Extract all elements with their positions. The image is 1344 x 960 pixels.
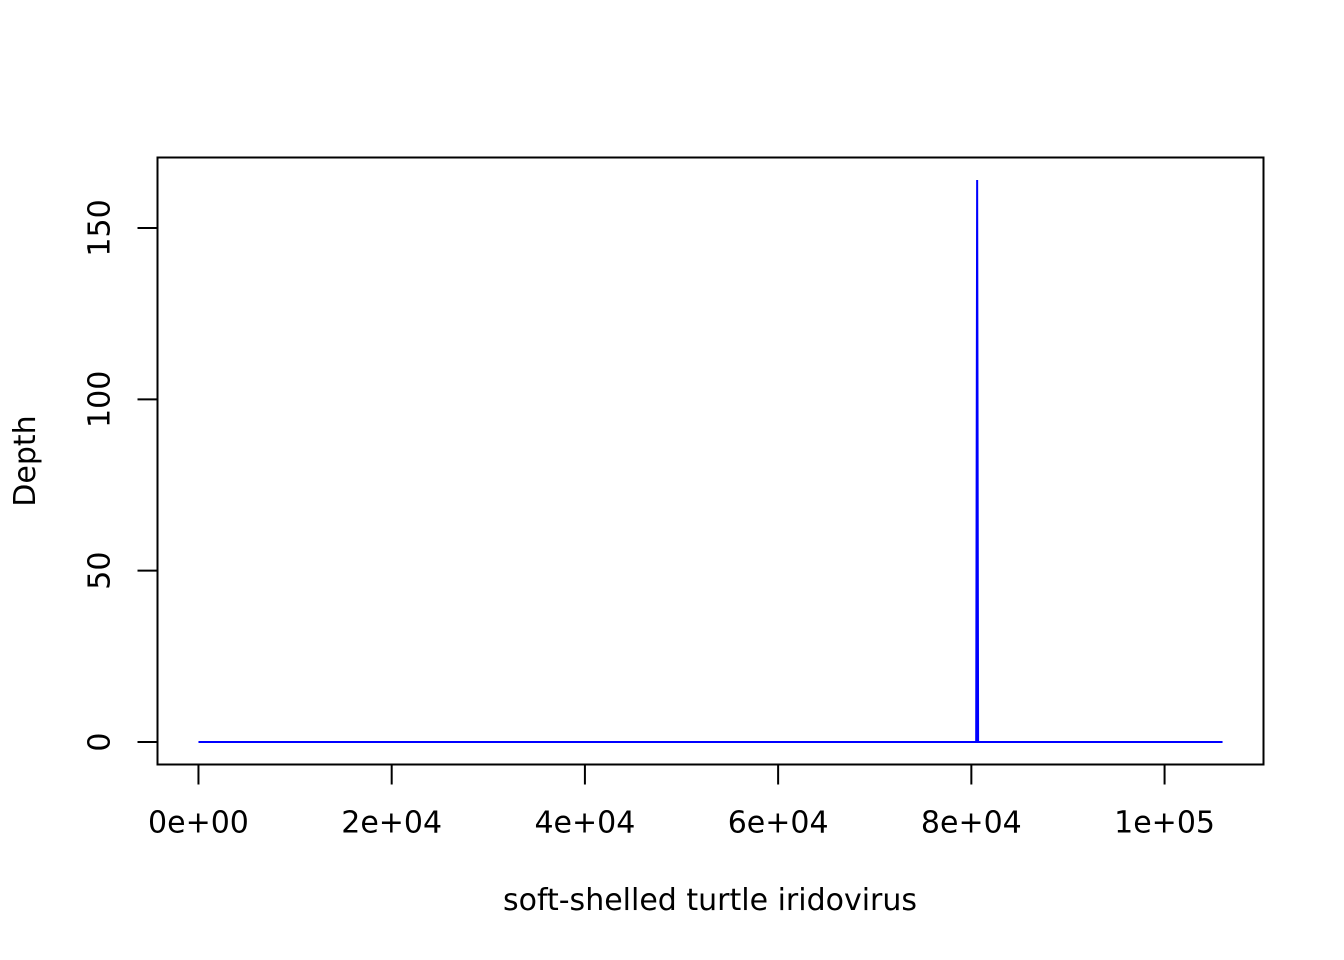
x-tick-label: 2e+04 [341, 806, 442, 841]
y-axis: 0 50 100 150 [83, 199, 159, 752]
x-tick-label: 0e+00 [148, 806, 249, 841]
x-tick-label: 8e+04 [921, 806, 1022, 841]
x-axis: 0e+00 2e+04 4e+04 6e+04 8e+04 1e+05 [148, 763, 1215, 841]
y-tick-label: 150 [83, 199, 118, 256]
x-axis-title: soft-shelled turtle iridovirus [503, 883, 917, 918]
y-tick-label: 0 [83, 732, 118, 751]
y-axis-title: Depth [8, 415, 43, 506]
y-tick-label: 100 [83, 371, 118, 428]
x-tick-label: 4e+04 [534, 806, 635, 841]
depth-series-line [198, 179, 1223, 744]
x-tick-label: 1e+05 [1114, 806, 1215, 841]
series-layer [198, 179, 1223, 744]
y-tick-label: 50 [83, 552, 118, 590]
x-tick-label: 6e+04 [728, 806, 829, 841]
plot-frame [156, 156, 1265, 766]
